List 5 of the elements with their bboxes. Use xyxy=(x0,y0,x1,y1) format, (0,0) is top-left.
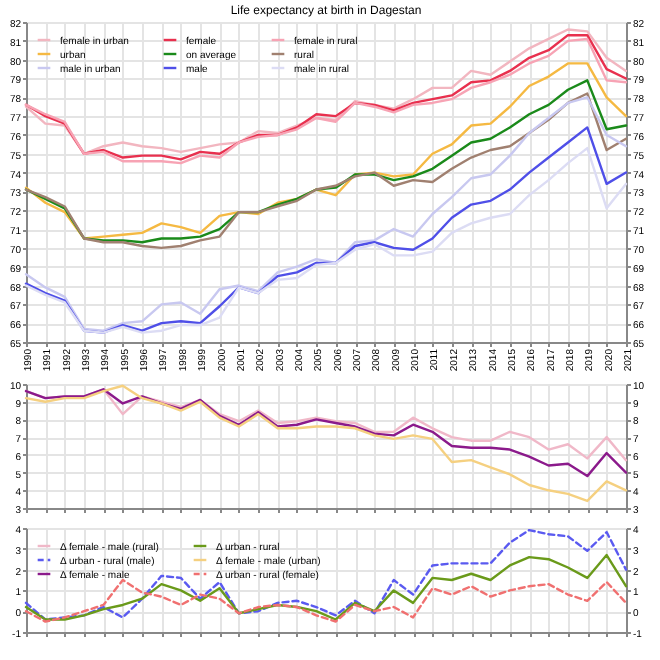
line-series xyxy=(24,553,628,621)
line-series xyxy=(24,384,628,503)
line-series xyxy=(24,388,628,478)
line-series xyxy=(24,578,628,623)
line-series xyxy=(24,528,628,621)
